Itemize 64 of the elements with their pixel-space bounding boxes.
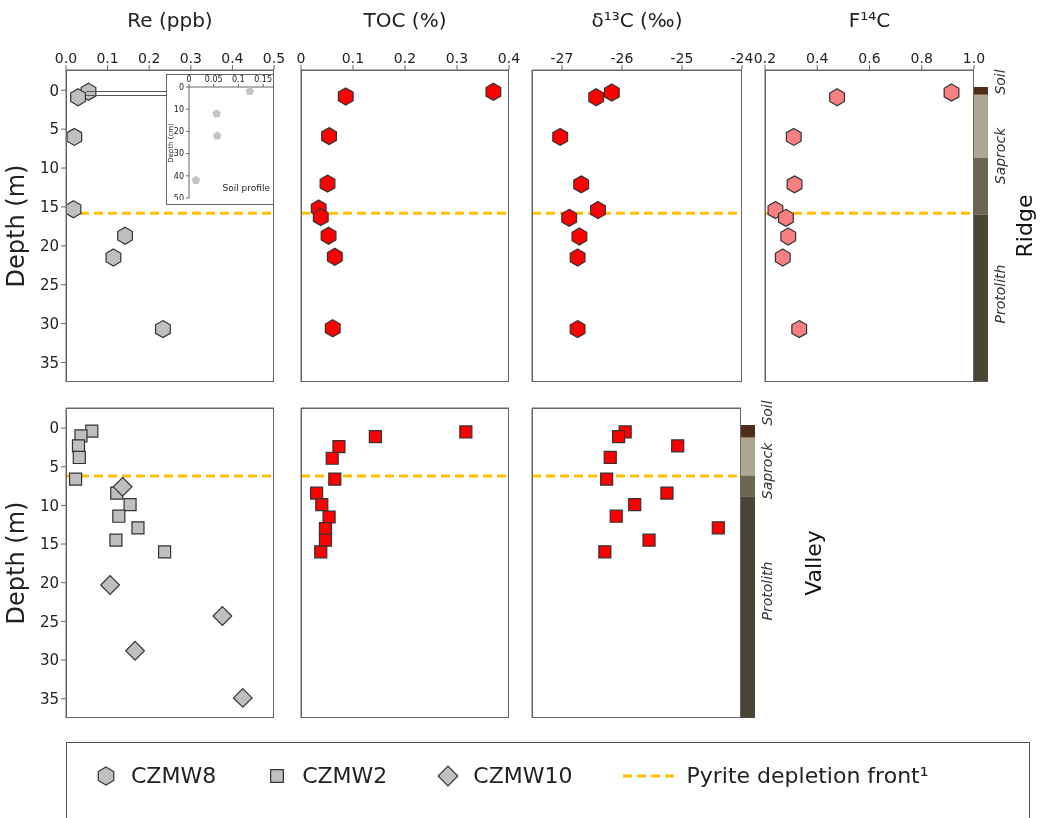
x-tick-label: 0 [186,75,192,84]
text: Saprock [759,442,775,499]
y-tick-label: 35 [39,353,59,372]
x-tick-label: 0.3 [445,50,469,66]
y-tick-label: 40 [173,171,184,181]
legend-label: CZMW10 [473,763,573,788]
text: Saprock [992,128,1008,185]
x-tick-label: -27 [550,50,574,66]
text: Ridge [1011,194,1037,258]
x-tick-label: -25 [670,50,694,66]
x-tick-label: -24 [730,50,754,66]
y-tick-label: 20 [39,574,59,593]
y-tick-label: 30 [39,651,59,670]
y-tick-label: 15 [39,535,59,554]
x-tick-label: 0.0 [54,50,78,66]
chart-title: F¹⁴C [847,8,892,32]
chart-title: TOC (%) [362,8,448,32]
y-tick-label: 0 [178,82,184,92]
y-tick-label: 10 [39,496,59,515]
x-tick-label: 0.1 [96,50,119,66]
legend-label: CZMW8 [131,763,217,788]
x-tick-label: 0.8 [910,50,933,66]
x-tick-label: 0.1 [341,50,365,66]
y-tick-label: 15 [39,198,59,217]
text: Soil [759,400,775,426]
y-axis-title: Depth (m) [2,164,30,288]
y-tick-label: 25 [39,612,59,631]
annotation: Soil profile [222,183,270,193]
x-tick-label: 0.2 [753,50,777,66]
y-tick-label: 10 [39,159,59,178]
y-tick-label: 5 [49,120,59,139]
y-tick-label: 30 [39,314,59,333]
x-tick-label: 0.4 [497,50,521,66]
chart-title: Re (ppb) [126,8,214,32]
x-tick-label: 0.3 [179,50,202,66]
x-tick-label: 0.1 [232,75,245,84]
y-tick-label: 10 [173,105,184,115]
y-tick-label: 35 [39,690,59,708]
x-tick-label: 0.4 [221,50,244,66]
x-tick-label: 1.0 [962,50,986,66]
x-tick-label: 0 [296,50,306,66]
x-tick-label: 0.2 [138,50,161,66]
y-tick-label: 20 [39,237,59,256]
x-tick-label: -26 [610,50,634,66]
y-tick-label: 0 [49,419,59,438]
x-tick-label: 0.6 [858,50,881,66]
y-tick-label: 20 [173,127,184,137]
y-tick-label: 25 [39,276,59,295]
y-axis-title: Depth (m) [2,501,30,625]
text: Protolith [992,264,1008,324]
text: Protolith [759,561,775,621]
text: Soil [992,69,1008,96]
y-tick-label: 30 [173,149,184,159]
x-tick-label: 0.05 [204,75,223,84]
legend-label: Pyrite depletion front¹ [686,763,929,788]
text: Valley [800,530,826,596]
chart-title: δ¹³C (‰) [590,8,684,32]
legend-label: CZMW2 [302,763,388,788]
x-tick-label: 0.15 [254,75,273,84]
y-tick-label: 50 [173,193,184,203]
x-tick-label: 0.2 [393,50,417,66]
x-tick-label: 0.5 [262,50,286,66]
x-tick-label: 0.4 [806,50,829,66]
y-tick-label: 5 [49,458,59,477]
